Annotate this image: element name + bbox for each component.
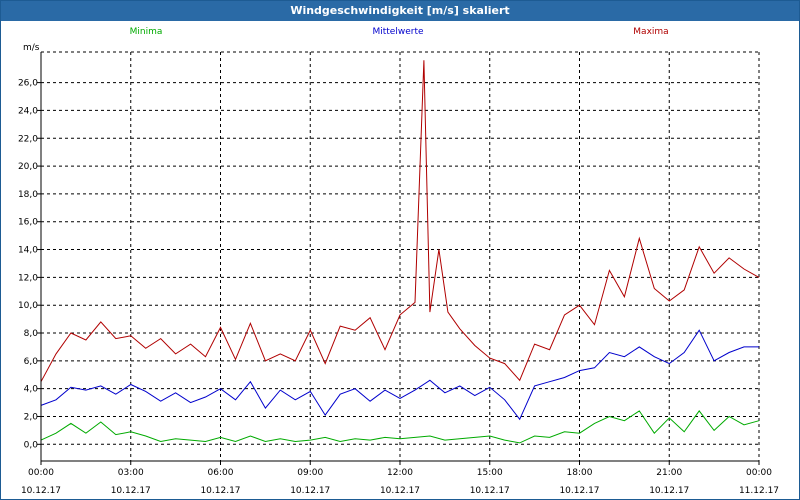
x-tick-date-label: 10.12.17	[649, 486, 689, 496]
window-title: Windgeschwindigkeit [m/s] skaliert	[1, 1, 799, 21]
x-tick-time-label: 15:00	[477, 468, 503, 478]
x-tick-date-label: 11.12.17	[739, 486, 779, 496]
y-tick-label: 4,0	[24, 385, 39, 395]
x-tick-time-label: 03:00	[118, 468, 144, 478]
grid	[41, 51, 760, 461]
series-minima	[40, 410, 760, 444]
y-tick-label: 22,0	[18, 134, 38, 144]
wind-speed-chart: Minima Mittelwerte Maxima m/s 0,0 2,0 4,0 6…	[1, 21, 799, 499]
legend-maxima: Maxima	[633, 27, 668, 37]
x-tick-time-label: 00:00	[28, 468, 54, 478]
series-maxima	[40, 60, 760, 382]
x-tick-date-label: 10.12.17	[470, 486, 510, 496]
y-tick-label: 18,0	[18, 190, 38, 200]
x-tick-time-label: 12:00	[387, 468, 413, 478]
y-tick-label: 26,0	[18, 79, 38, 89]
x-tick-time-label: 00:00	[746, 468, 772, 478]
x-tick-time-label: 21:00	[656, 468, 682, 478]
legend-minima: Minima	[130, 27, 163, 37]
x-tick-time-label: 06:00	[208, 468, 234, 478]
y-tick-label: 8,0	[24, 329, 39, 339]
y-tick-label: 0,0	[24, 440, 39, 450]
y-tick-label: 10,0	[18, 301, 38, 311]
x-tick-time-label: 09:00	[297, 468, 323, 478]
y-tick-label: 24,0	[18, 106, 38, 116]
x-tick-date-label: 10.12.17	[200, 486, 240, 496]
x-tick-time-label: 18:00	[567, 468, 593, 478]
y-tick-label: 20,0	[18, 162, 38, 172]
y-tick-label: 6,0	[24, 357, 39, 367]
y-tick-label: 14,0	[18, 246, 38, 256]
tick-labels: 0,0 2,0 4,0 6,0 8,0 10,0 12,0 14,0 16,0 18,0 20,0 2…	[18, 79, 779, 496]
y-tick-label: 12,0	[18, 273, 38, 283]
x-tick-date-label: 10.12.17	[111, 486, 151, 496]
y-tick-label: 16,0	[18, 218, 38, 228]
y-axis-unit: m/s	[23, 43, 40, 53]
series-mittelwerte	[40, 329, 759, 421]
y-tick-label: 2,0	[24, 412, 39, 422]
x-tick-date-label: 10.12.17	[559, 486, 599, 496]
x-tick-date-label: 10.12.17	[21, 486, 61, 496]
x-tick-date-label: 10.12.17	[290, 486, 330, 496]
axes	[37, 52, 760, 465]
x-tick-date-label: 10.12.17	[380, 486, 420, 496]
series-lines	[40, 60, 760, 444]
legend-mittelwerte: Mittelwerte	[372, 27, 423, 37]
